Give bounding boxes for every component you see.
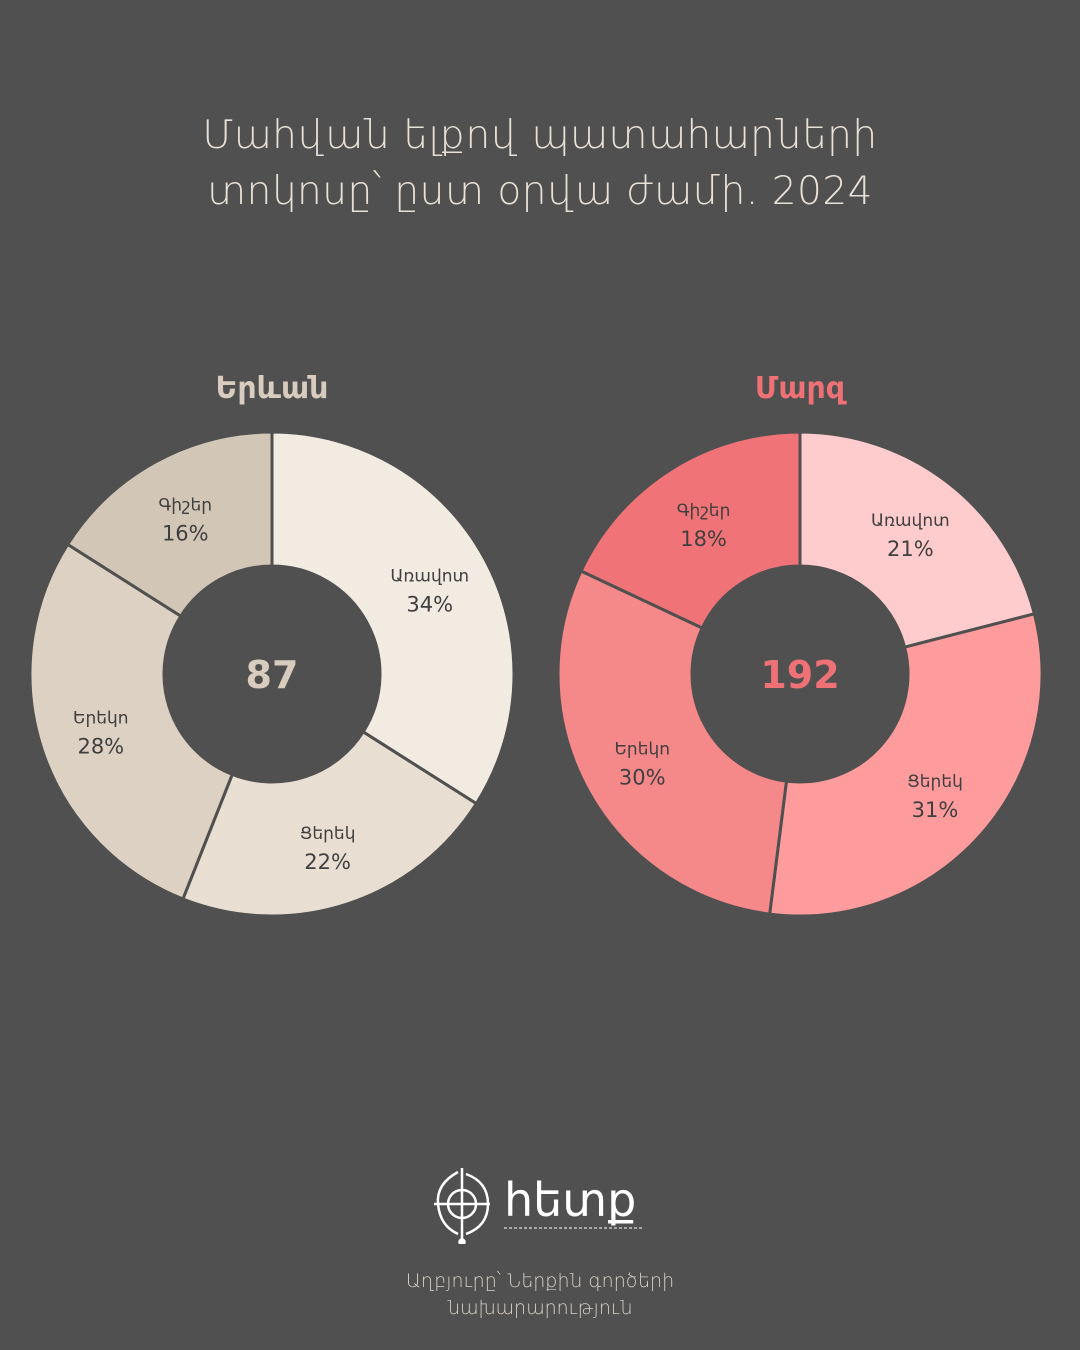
donut-charts: Երևան Առավոտ 34% Ցերեկ 22% Երեկո 28% Գիշեր 16% 87… — [28, 371, 1044, 918]
donut-segment — [181, 730, 478, 918]
source-note: Աղբյուրը՝ Ներքին գործերի նախարարություն — [0, 1268, 1080, 1322]
center-total-label: 87 — [246, 653, 299, 697]
segment-value-label: 22% — [304, 850, 351, 874]
donut-segment — [798, 430, 1036, 649]
target-cross-icon — [434, 1168, 490, 1244]
segment-value-label: 16% — [162, 521, 209, 545]
chart-title: Երևան — [216, 371, 329, 406]
source-line-1: Աղբյուրը՝ Ներքին գործերի — [405, 1270, 675, 1292]
title-line-1: Մահվան ելքով պատահարների — [202, 113, 878, 158]
donut-segment — [579, 430, 802, 630]
donut-chart-2: Մարզ Առավոտ 21% Ցերեկ 31% Երեկո 30% Գիշեր 18% 192 — [556, 371, 1044, 918]
segment-label: Երեկո — [614, 740, 670, 760]
segment-label: Առավոտ — [871, 511, 950, 531]
segment-value-label: 21% — [887, 537, 934, 561]
segment-value-label: 30% — [619, 766, 666, 790]
page-title: Մահվան ելքով պատահարների տոկոսը՝ ըստ օրվ… — [0, 108, 1080, 220]
source-line-2: նախարարություն — [447, 1297, 633, 1319]
center-total-label: 192 — [760, 653, 839, 697]
segment-label: Երեկո — [73, 709, 129, 729]
donut-segment — [270, 430, 516, 806]
chart-title: Մարզ — [755, 371, 847, 406]
donut-segment — [768, 612, 1044, 918]
segment-value-label: 28% — [77, 735, 124, 759]
donut-segment — [28, 542, 234, 901]
segment-label: Գիշեր — [677, 501, 731, 521]
segment-label: Ցերեկ — [907, 772, 963, 792]
donut-chart-1: Երևան Առավոտ 34% Ցերեկ 22% Երեկո 28% Գիշեր 16% 87 — [28, 371, 516, 918]
donut-segment — [66, 430, 274, 618]
segment-label: Առավոտ — [390, 566, 469, 586]
segment-value-label: 34% — [406, 592, 453, 616]
segment-value-label: 31% — [912, 798, 959, 822]
logo-wordmark: հետք — [504, 1173, 636, 1227]
segment-label: Գիշեր — [158, 495, 212, 515]
donut-segment — [556, 569, 788, 916]
segment-label: Ցերեկ — [300, 824, 356, 844]
segment-value-label: 18% — [680, 527, 727, 551]
logo: հետք — [434, 1168, 642, 1244]
title-line-2: տոկոսը՝ ըստ օրվա ժամի. 2024 — [207, 169, 873, 214]
